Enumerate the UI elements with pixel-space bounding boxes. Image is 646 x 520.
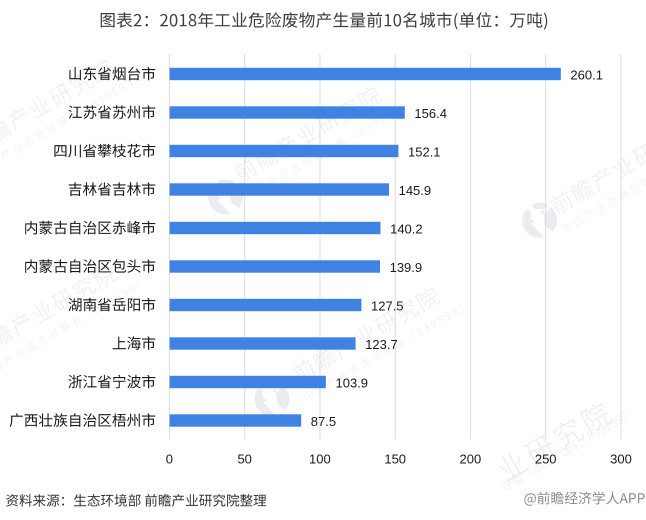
svg-text:0: 0 — [166, 452, 173, 467]
svg-text:127.5: 127.5 — [371, 298, 404, 313]
svg-text:103.9: 103.9 — [336, 375, 369, 390]
svg-text:87.5: 87.5 — [311, 414, 336, 429]
svg-text:100: 100 — [309, 452, 331, 467]
svg-text:200: 200 — [460, 452, 482, 467]
svg-text:150: 150 — [384, 452, 406, 467]
svg-text:250: 250 — [535, 452, 557, 467]
svg-text:260.1: 260.1 — [570, 67, 603, 82]
svg-text:300: 300 — [610, 452, 632, 467]
svg-text:123.7: 123.7 — [365, 337, 398, 352]
svg-text:152.1: 152.1 — [408, 144, 441, 159]
svg-text:139.9: 139.9 — [390, 260, 423, 275]
svg-text:140.2: 140.2 — [390, 221, 423, 236]
svg-text:145.9: 145.9 — [399, 183, 432, 198]
svg-text:156.4: 156.4 — [414, 106, 447, 121]
svg-text:50: 50 — [237, 452, 251, 467]
